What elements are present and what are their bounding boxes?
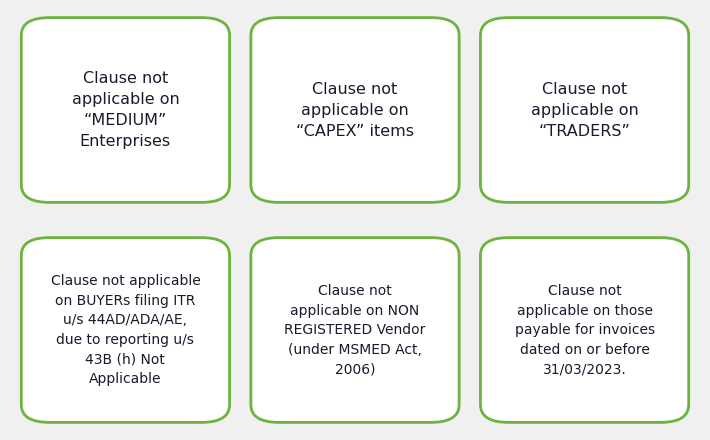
Text: Clause not applicable
on BUYERs filing ITR
u/s 44AD/ADA/AE,
due to reporting u/s: Clause not applicable on BUYERs filing I… — [50, 274, 200, 386]
Text: Clause not
applicable on those
payable for invoices
dated on or before
31/03/202: Clause not applicable on those payable f… — [515, 284, 655, 376]
Text: Clause not
applicable on
“TRADERS”: Clause not applicable on “TRADERS” — [530, 81, 638, 139]
FancyBboxPatch shape — [481, 238, 689, 422]
FancyBboxPatch shape — [251, 238, 459, 422]
FancyBboxPatch shape — [251, 18, 459, 202]
FancyBboxPatch shape — [21, 238, 229, 422]
Text: Clause not
applicable on
“MEDIUM”
Enterprises: Clause not applicable on “MEDIUM” Enterp… — [72, 71, 180, 149]
FancyBboxPatch shape — [481, 18, 689, 202]
Text: Clause not
applicable on
“CAPEX” items: Clause not applicable on “CAPEX” items — [296, 81, 414, 139]
FancyBboxPatch shape — [21, 18, 229, 202]
Text: Clause not
applicable on NON
REGISTERED Vendor
(under MSMED Act,
2006): Clause not applicable on NON REGISTERED … — [284, 284, 426, 376]
